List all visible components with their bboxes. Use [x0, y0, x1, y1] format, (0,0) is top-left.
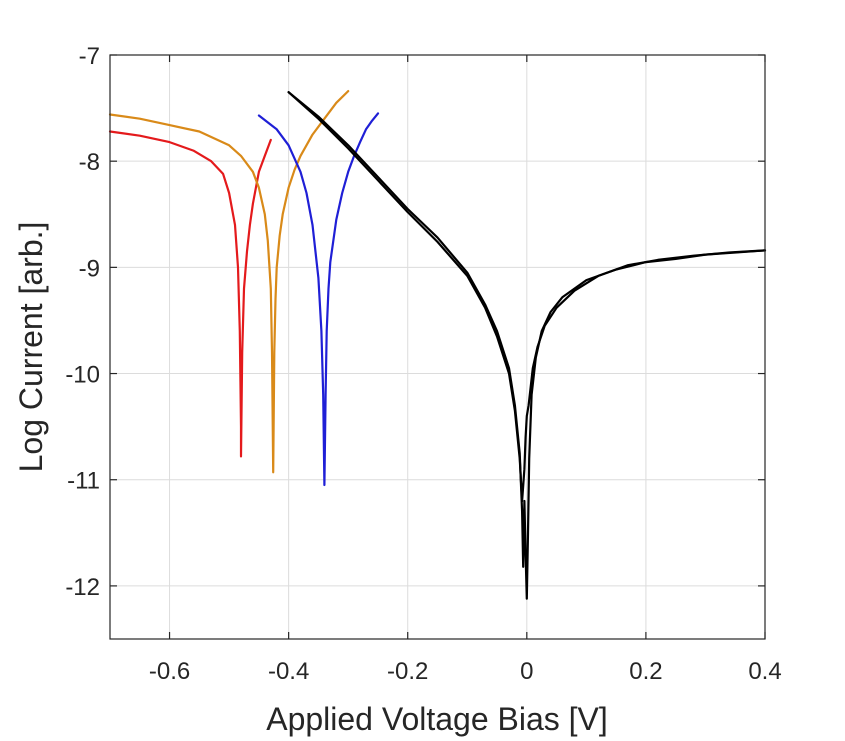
- series-group: [108, 89, 767, 600]
- x-axis-label: Applied Voltage Bias [V]: [266, 701, 608, 737]
- x-tick-label: 0.4: [748, 658, 781, 685]
- y-tick-labels: -7 -8 -9 -10 -11 -12: [65, 43, 100, 601]
- y-tick-label: -7: [79, 43, 100, 70]
- plot-area-frame: [109, 54, 766, 640]
- x-tick-label: -0.4: [268, 658, 309, 685]
- grid-lines: [110, 54, 766, 639]
- x-tick-label: -0.6: [149, 658, 190, 685]
- x-tick-label: 0: [520, 658, 533, 685]
- x-tick-label: -0.2: [387, 658, 428, 685]
- x-tick-label: 0.2: [629, 658, 662, 685]
- axis-ticks: [110, 54, 766, 639]
- series-line-5: [287, 91, 767, 503]
- y-tick-label: -9: [79, 255, 100, 282]
- y-axis-label: Log Current [arb.]: [13, 222, 49, 473]
- x-tick-labels: -0.6 -0.4 -0.2 0 0.2 0.4: [149, 658, 782, 685]
- y-tick-label: -8: [79, 149, 100, 176]
- y-tick-label: -10: [65, 362, 100, 389]
- y-tick-label: -12: [65, 574, 100, 601]
- series-line-3: [257, 112, 380, 487]
- y-tick-label: -11: [67, 468, 100, 495]
- series-line-2: [108, 89, 350, 474]
- series-line-1: [108, 130, 272, 458]
